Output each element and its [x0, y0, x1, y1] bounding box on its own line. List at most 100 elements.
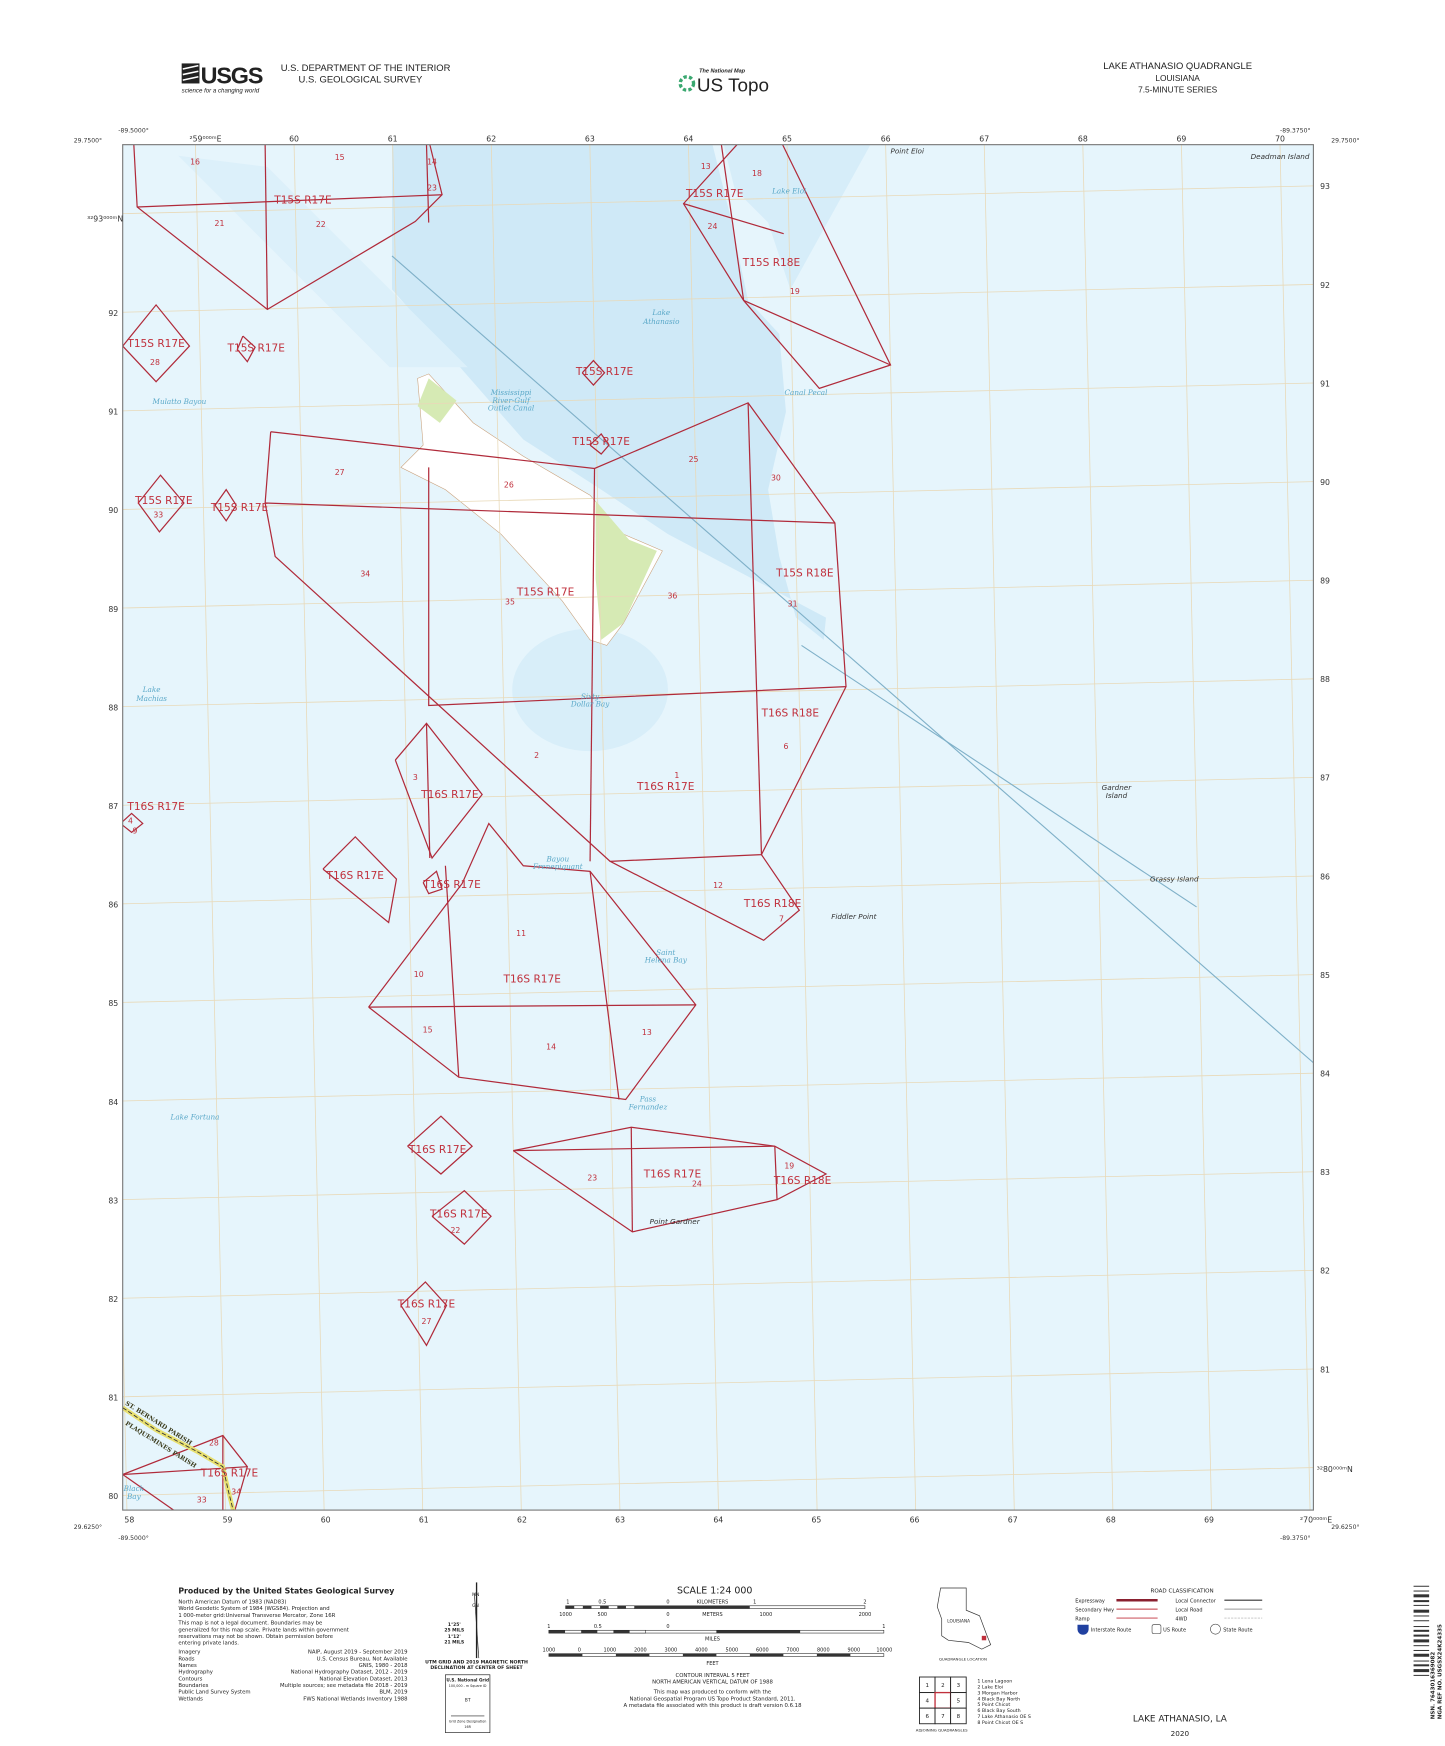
- scale-bar-segment: [582, 1605, 592, 1609]
- northing-label: 81: [1320, 1365, 1330, 1374]
- route-type-label: US Route: [1163, 1627, 1186, 1633]
- easting-label: 63: [585, 134, 595, 143]
- northing-label: 80: [108, 1492, 118, 1501]
- svg-text:100,000 - m Square ID: 100,000 - m Square ID: [449, 1684, 487, 1688]
- deep-water-lake-eloi: [723, 144, 871, 290]
- usgs-logo: USGS science for a changing world: [181, 62, 264, 94]
- township-boundary-line: [747, 402, 763, 855]
- adjoining-cell-number: 4: [925, 1699, 929, 1705]
- scale-bar-segment: [617, 1605, 626, 1609]
- township-label: T15S R18E: [742, 257, 800, 269]
- scale-bar-segment: [615, 1653, 650, 1657]
- township-label: T15S R17E: [273, 195, 331, 207]
- scale-bar-segment: [565, 1605, 575, 1609]
- township-label: T16S R17E: [200, 1468, 258, 1480]
- svg-text:reservations may not be shown.: reservations may not be shown. Obtain pe…: [178, 1634, 333, 1640]
- credits: Produced by the United States Geological…: [177, 1587, 408, 1703]
- svg-text:-89.3750°: -89.3750°: [1280, 126, 1311, 134]
- svg-text:This map was produced to confo: This map was produced to conform with th…: [653, 1690, 771, 1696]
- source-value: Multiple sources; see metadata file 2018…: [280, 1683, 408, 1689]
- place-name: Fiddler Point: [831, 912, 877, 921]
- township-boundary-line: [122, 303, 191, 383]
- northing-label: 86: [108, 901, 118, 910]
- easting-label: 59: [223, 1515, 233, 1524]
- water-feature-name: River-Gulf: [491, 396, 531, 405]
- northing-gridline: [122, 875, 1314, 905]
- easting-gridline: [786, 144, 818, 1511]
- us-topo-logo: The National Map US Topo: [678, 68, 769, 96]
- township-label: T15S R17E: [126, 338, 184, 350]
- barcode-bar: [1413, 1634, 1430, 1637]
- place-name: Gardner: [1102, 783, 1133, 792]
- township-boundary-line: [513, 1145, 775, 1152]
- section-number: 24: [708, 222, 718, 231]
- township-label: T16S R17E: [429, 1208, 487, 1220]
- northing-gridline: [122, 974, 1314, 1003]
- source-value: BLM, 2019: [379, 1690, 408, 1696]
- northing-label: 84: [108, 1098, 118, 1107]
- adjoining-quad-name: 2 Lake Eloi: [977, 1684, 1003, 1690]
- water-feature-name: Frenepiquant: [532, 862, 583, 871]
- township-boundary-line: [133, 144, 443, 311]
- corner-coordinates: -89.5000° 29.7500° -89.3750° 29.7500° 29…: [74, 126, 1360, 1542]
- section-number: 9: [132, 826, 137, 835]
- adjoining-cell-number: 3: [957, 1683, 961, 1689]
- scale-tick: 0.5: [594, 1624, 602, 1630]
- northing-gridline: [122, 284, 1314, 313]
- deep-water-lake-athanasio: [391, 144, 826, 640]
- northing-gridline: [122, 579, 1314, 609]
- township-label: T15S R17E: [134, 495, 192, 507]
- section-number: 12: [713, 881, 723, 890]
- easting-label: 67: [979, 134, 989, 143]
- road-type-label: Local Road: [1175, 1607, 1202, 1613]
- section-number: 14: [427, 158, 437, 167]
- shallow-water-band: [178, 155, 468, 368]
- easting-gridline: [688, 144, 719, 1511]
- section-number: 10: [414, 970, 424, 979]
- scale-tick: 0.5: [598, 1600, 606, 1606]
- department-name: U.S. DEPARTMENT OF THE INTERIOR: [281, 63, 451, 74]
- section-number: 18: [752, 169, 762, 178]
- scale-tick: 10000: [876, 1647, 892, 1653]
- water-feature-name: Mulatto Bayou: [152, 397, 207, 406]
- township-boundary-line: [743, 299, 891, 366]
- northing-gridline: [122, 777, 1314, 806]
- easting-gridline: [195, 144, 226, 1511]
- township-label: T16S R18E: [773, 1175, 831, 1187]
- barcode-bar: [1413, 1609, 1430, 1613]
- water-feature-name: Pass: [639, 1095, 657, 1104]
- easting-label: 64: [684, 134, 694, 143]
- northing-label: 87: [1320, 774, 1330, 783]
- northing-label: 83: [1320, 1168, 1330, 1177]
- easting-label: 62: [486, 134, 496, 143]
- source-label: Public Land Survey System: [178, 1690, 250, 1696]
- route-type-label: State Route: [1223, 1627, 1252, 1633]
- svg-text:NSN. 7643016369082: NSN. 7643016369082: [1431, 1652, 1437, 1720]
- northing-label: 92: [1320, 281, 1330, 290]
- scale-unit: METERS: [702, 1612, 722, 1618]
- township-boundary-line: [236, 335, 256, 363]
- easting-label: 69: [1176, 134, 1186, 143]
- road-type-label: Local Connector: [1175, 1598, 1216, 1604]
- barcode-bar: [1413, 1600, 1430, 1603]
- source-value: U.S. Census Bureau, Not Available: [317, 1656, 408, 1662]
- scale-tick: 5000: [725, 1647, 738, 1653]
- adjoining-cell-number: 5: [957, 1699, 961, 1705]
- place-name: Deadman Island: [1251, 152, 1310, 161]
- easting-label: 68: [1106, 1515, 1116, 1524]
- barcode-bar: [1413, 1629, 1430, 1632]
- adjoining-cell-number: 1: [925, 1683, 929, 1689]
- scale-tick: 1: [566, 1600, 569, 1606]
- svg-text:DECLINATION AT CENTER OF SHEET: DECLINATION AT CENTER OF SHEET: [430, 1665, 523, 1671]
- barcode-bar: [1413, 1585, 1430, 1587]
- quad-location-marker: [981, 1635, 987, 1641]
- map-body[interactable]: ST. BERNARD PARISH PLAQUEMINES PARISH T1…: [97, 144, 1409, 1514]
- road-type-label: 4WD: [1175, 1616, 1187, 1622]
- northing-label: 82: [1320, 1267, 1330, 1276]
- easting-label: ²70⁰⁰⁰ᵐE: [1300, 1515, 1332, 1524]
- source-label: Roads: [178, 1656, 194, 1662]
- svg-text:21 MILS: 21 MILS: [444, 1640, 464, 1646]
- svg-text:25 MILS: 25 MILS: [444, 1627, 464, 1633]
- township-label: T16S R17E: [126, 801, 184, 813]
- water-feature-name: Mississippi: [490, 388, 532, 397]
